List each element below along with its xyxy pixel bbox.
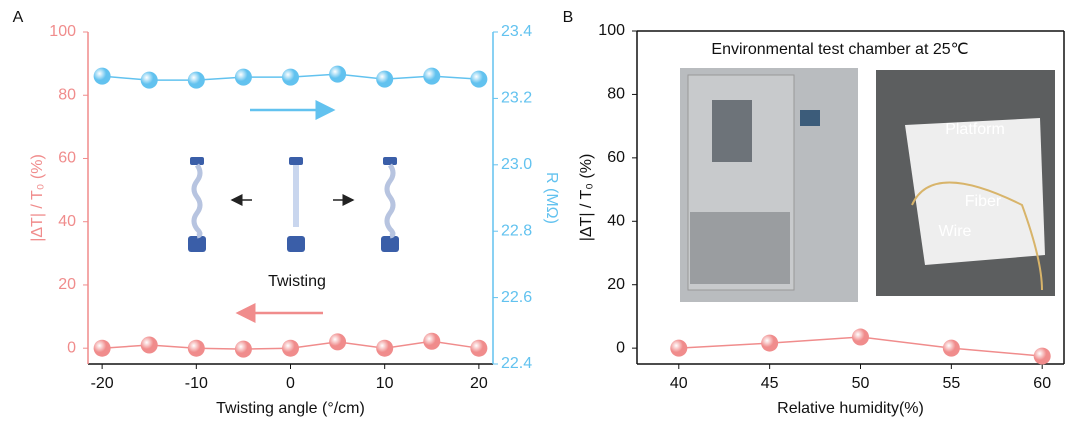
point: [140, 71, 158, 89]
point: [93, 339, 111, 357]
x-tick-label: 10: [376, 375, 394, 392]
y2-tick-label: 22.4: [501, 355, 532, 372]
y2-tick-label: 23.4: [501, 23, 532, 40]
x-tick-label: 45: [761, 375, 779, 392]
point: [376, 339, 394, 357]
point: [470, 70, 488, 88]
point: [234, 68, 252, 86]
y-axis-label: |ΔT| / T₀ (%): [578, 154, 595, 242]
point: [282, 68, 299, 86]
point: [234, 340, 252, 358]
point: [93, 67, 111, 85]
point: [329, 65, 347, 83]
point: [423, 67, 441, 85]
point: [761, 334, 779, 352]
x-tick-label: -10: [185, 375, 208, 392]
y-tick-label: 0: [616, 339, 625, 356]
x-tick-label: 0: [286, 375, 295, 392]
panel-label: A: [13, 9, 24, 26]
y2-tick-label: 22.6: [501, 289, 532, 306]
point: [670, 339, 688, 357]
annotation: Environmental test chamber at 25℃: [711, 41, 968, 58]
x-tick-label: 40: [670, 375, 688, 392]
x-tick-label: -20: [91, 375, 114, 392]
y-tick-label: 0: [67, 339, 76, 356]
point: [329, 333, 347, 351]
y2-tick-label: 23.0: [501, 156, 532, 173]
y2-axis-label: R (MΩ): [543, 172, 560, 224]
y-axis-label: |ΔT| / T₀ (%): [29, 154, 46, 242]
y-tick-label: 60: [58, 150, 76, 167]
point: [187, 339, 205, 357]
annotation: Platform: [945, 121, 1005, 138]
photos: [680, 68, 1055, 302]
y-tick-label: 20: [58, 276, 76, 293]
point: [282, 339, 299, 357]
annotation: Twisting: [268, 273, 326, 290]
panel-label: B: [563, 9, 574, 26]
y-tick-label: 100: [49, 23, 76, 40]
point: [942, 339, 960, 357]
point: [376, 70, 394, 88]
point: [423, 332, 441, 350]
y2-tick-label: 23.2: [501, 90, 532, 107]
y2-tick-label: 22.8: [501, 222, 532, 239]
x-tick-label: 20: [470, 375, 488, 392]
y-tick-label: 40: [58, 213, 76, 230]
y-tick-label: 80: [58, 86, 76, 103]
point: [851, 328, 869, 346]
twisting-illustration: [188, 100, 399, 323]
y-tick-label: 100: [598, 22, 625, 39]
point: [470, 339, 488, 357]
x-axis-label: Relative humidity(%): [777, 400, 924, 417]
x-axis-label: Twisting angle (°/cm): [216, 400, 365, 417]
y-tick-label: 20: [607, 276, 625, 293]
point: [140, 336, 158, 354]
point: [1033, 347, 1051, 365]
annotation: Wire: [939, 223, 972, 240]
point: [187, 71, 205, 89]
y-tick-label: 40: [607, 213, 625, 230]
y-tick-label: 80: [607, 86, 625, 103]
x-tick-label: 55: [942, 375, 960, 392]
y-tick-label: 60: [607, 149, 625, 166]
x-tick-label: 50: [852, 375, 870, 392]
x-tick-label: 60: [1033, 375, 1051, 392]
annotation: Fiber: [965, 193, 1002, 210]
